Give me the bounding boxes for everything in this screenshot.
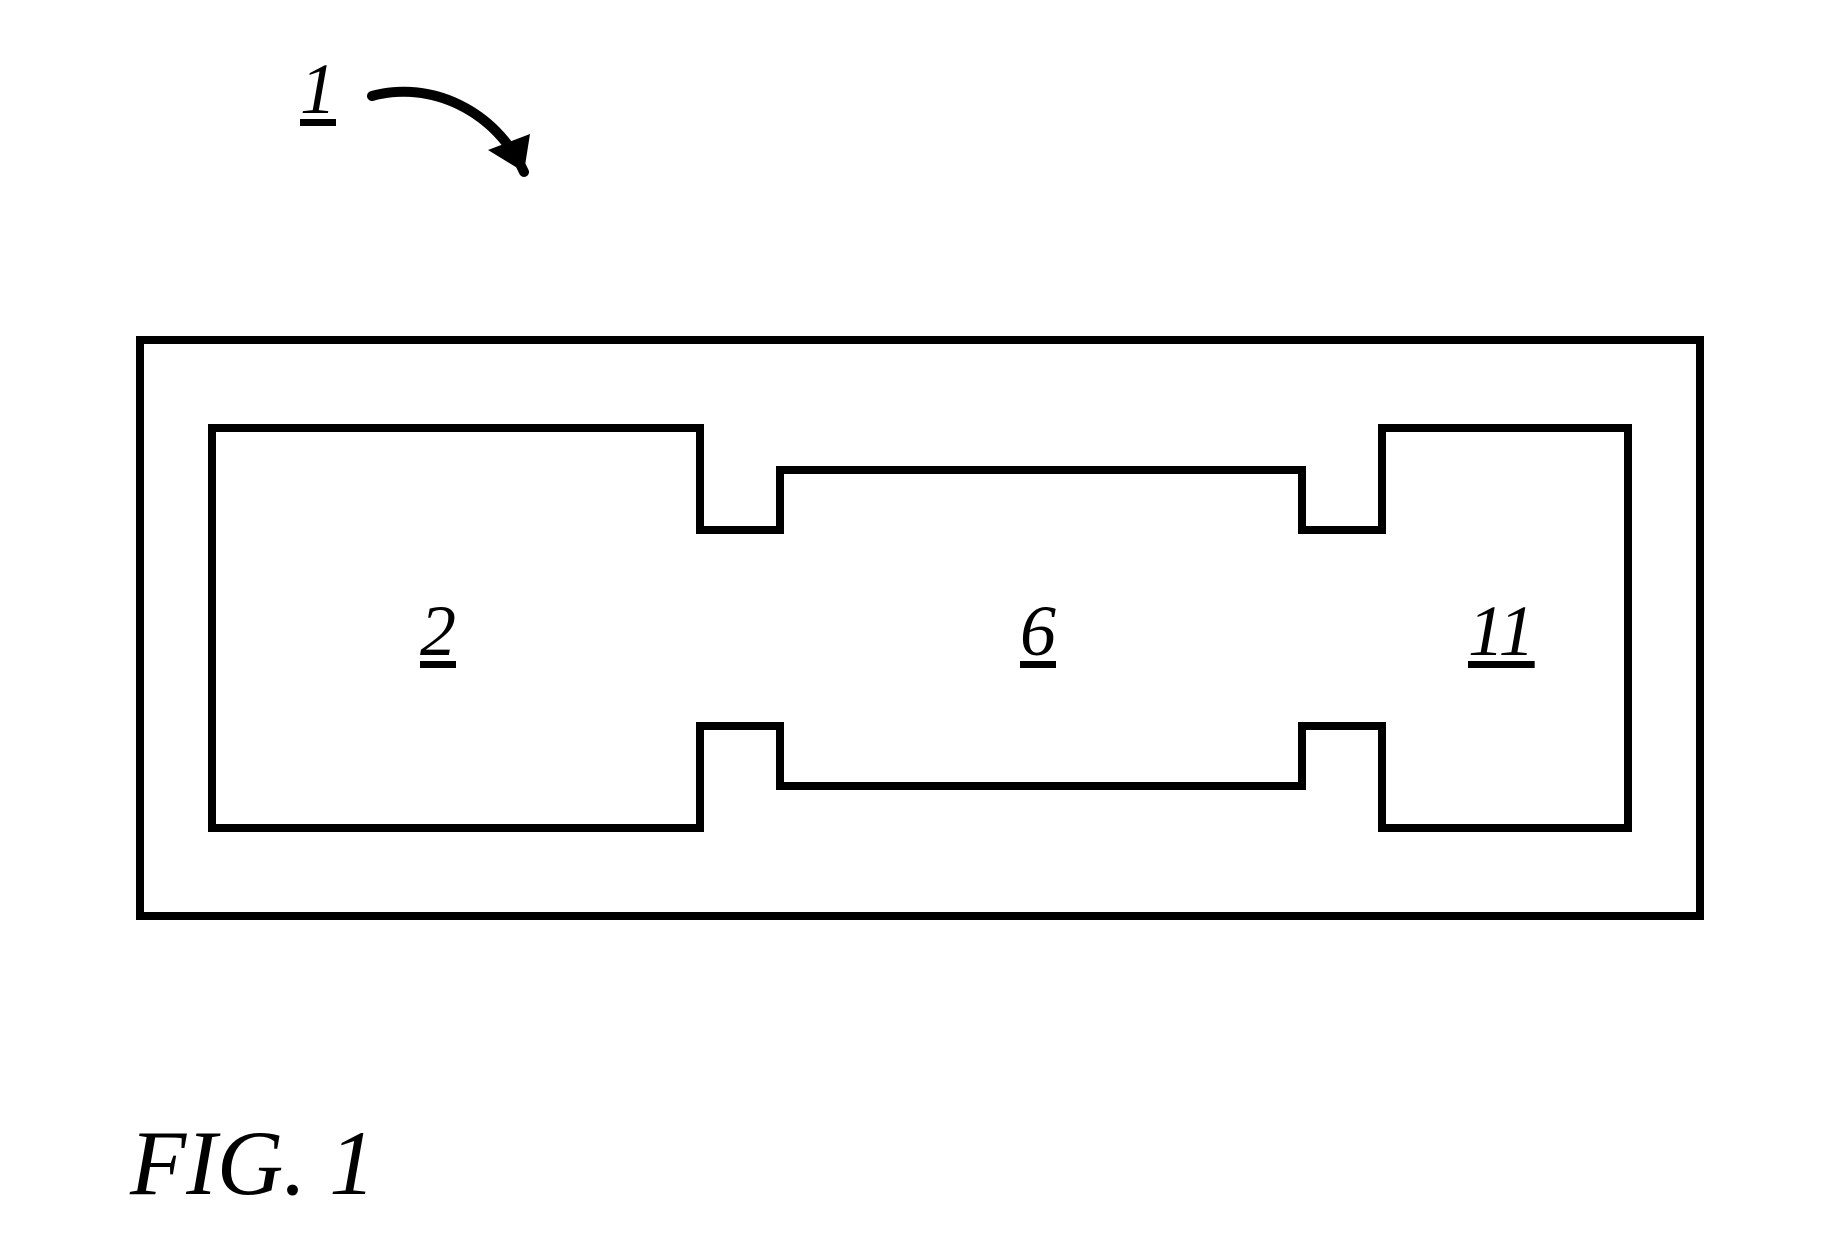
part-label-11: 11 [1468,590,1535,673]
diagram-stage: 1 2 6 11 FIG. 1 [0,0,1833,1254]
ref-arrow-curve [372,92,524,172]
ref-label-1: 1 [300,48,336,131]
figure-caption: FIG. 1 [130,1110,375,1216]
part-label-6: 6 [1020,590,1056,673]
part-label-2: 2 [420,590,456,673]
diagram-svg [0,0,1833,1254]
